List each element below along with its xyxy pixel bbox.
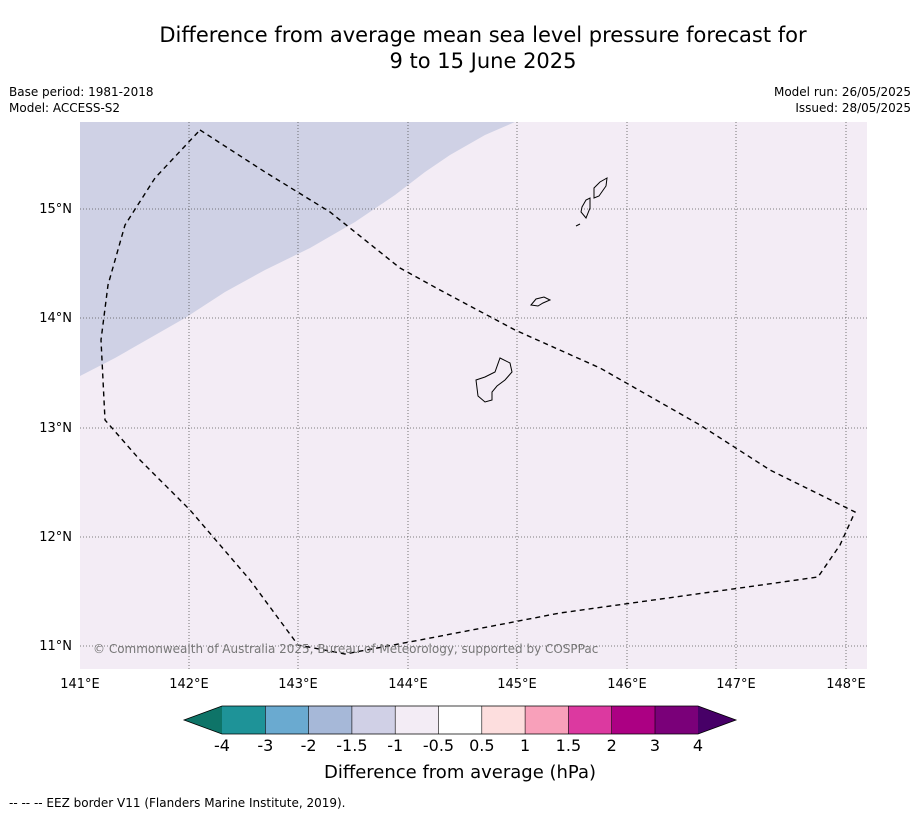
lat-tick-12: 12°N bbox=[39, 530, 72, 545]
colorbar-tick: 0.5 bbox=[469, 736, 494, 755]
colorbar-outline bbox=[182, 705, 738, 735]
model-run: Model run: 26/05/2025 bbox=[773, 85, 911, 99]
colorbar-tick: 3 bbox=[650, 736, 660, 755]
colorbar-segment-5 bbox=[395, 706, 439, 734]
colorbar-tick: -0.5 bbox=[423, 736, 454, 755]
colorbar-arrow-high bbox=[698, 706, 736, 734]
island-tinian bbox=[580, 197, 591, 219]
eez-legend-footer: -- -- -- EEZ border V11 (Flanders Marine… bbox=[9, 796, 346, 810]
colorbar-segment-3 bbox=[308, 706, 352, 734]
chart-title: Difference from average mean sea level p… bbox=[0, 22, 919, 74]
meta-left: Base period: 1981-2018 Model: ACCESS-S2 bbox=[9, 84, 154, 116]
colorbar-title: Difference from average (hPa) bbox=[324, 762, 596, 783]
colorbar-tick: 2 bbox=[607, 736, 617, 755]
colorbar-arrow-low bbox=[184, 706, 222, 734]
island-saipan bbox=[593, 177, 608, 199]
island-rota bbox=[530, 296, 552, 307]
colorbar-tick: 1.5 bbox=[556, 736, 581, 755]
lon-tick-143: 143°E bbox=[278, 677, 318, 692]
lat-tick-15: 15°N bbox=[39, 202, 72, 217]
colorbar-tick: -1.5 bbox=[336, 736, 367, 755]
colorbar-tick: -1 bbox=[387, 736, 403, 755]
colorbar-tick-labels: -4 -3 -2 -1.5 -1 -0.5 0.5 1 1.5 2 3 4 bbox=[214, 736, 703, 755]
lat-tick-11: 11°N bbox=[39, 639, 72, 654]
title-line-2: 9 to 15 June 2025 bbox=[389, 49, 577, 73]
island-guam bbox=[475, 357, 513, 403]
colorbar-dividers bbox=[264, 706, 656, 734]
colorbar-tick: -3 bbox=[257, 736, 273, 755]
colorbar-segment-7 bbox=[481, 706, 526, 734]
lon-tick-labels: 141°E 142°E 143°E 144°E 145°E 146°E 147°… bbox=[60, 677, 866, 692]
base-period: Base period: 1981-2018 bbox=[9, 85, 154, 99]
issued-date: Issued: 28/05/2025 bbox=[795, 101, 911, 115]
colorbar-segment-6 bbox=[438, 706, 482, 734]
colorbar-segment-10 bbox=[611, 706, 655, 734]
lon-tick-146: 146°E bbox=[607, 677, 647, 692]
lat-tick-13: 13°N bbox=[39, 421, 72, 436]
colorbar-segment-1 bbox=[222, 706, 266, 734]
copyright-text: © Commonwealth of Australia 2025, Bureau… bbox=[93, 642, 598, 656]
colorbar-segment-8 bbox=[525, 706, 569, 734]
colorbar-segment-11 bbox=[655, 706, 698, 734]
model-name: Model: ACCESS-S2 bbox=[9, 101, 121, 115]
lat-tick-labels: 15°N 14°N 13°N 12°N 11°N bbox=[39, 202, 72, 654]
lon-tick-142: 142°E bbox=[169, 677, 209, 692]
meta-right: Model run: 26/05/2025 Issued: 28/05/2025 bbox=[774, 84, 911, 116]
gridlines bbox=[80, 122, 867, 669]
lon-tick-147: 147°E bbox=[716, 677, 756, 692]
colorbar-tick: 4 bbox=[693, 736, 703, 755]
lat-tick-14: 14°N bbox=[39, 311, 72, 326]
lon-tick-145: 145°E bbox=[497, 677, 537, 692]
colorbar-segment-9 bbox=[568, 706, 612, 734]
colorbar-tick: -4 bbox=[214, 736, 230, 755]
lon-tick-148: 148°E bbox=[826, 677, 866, 692]
colorbar-segment-2 bbox=[265, 706, 309, 734]
colorbar-segment-4 bbox=[351, 706, 396, 734]
colorbar: -4 -3 -2 -1.5 -1 -0.5 0.5 1 1.5 2 3 4 Di… bbox=[182, 705, 738, 783]
lon-tick-141: 141°E bbox=[60, 677, 100, 692]
colorbar-tick: -2 bbox=[301, 736, 317, 755]
island-aguijan bbox=[575, 223, 581, 227]
colorbar-tick: 1 bbox=[520, 736, 530, 755]
title-line-1: Difference from average mean sea level p… bbox=[159, 23, 807, 47]
lon-tick-144: 144°E bbox=[388, 677, 428, 692]
